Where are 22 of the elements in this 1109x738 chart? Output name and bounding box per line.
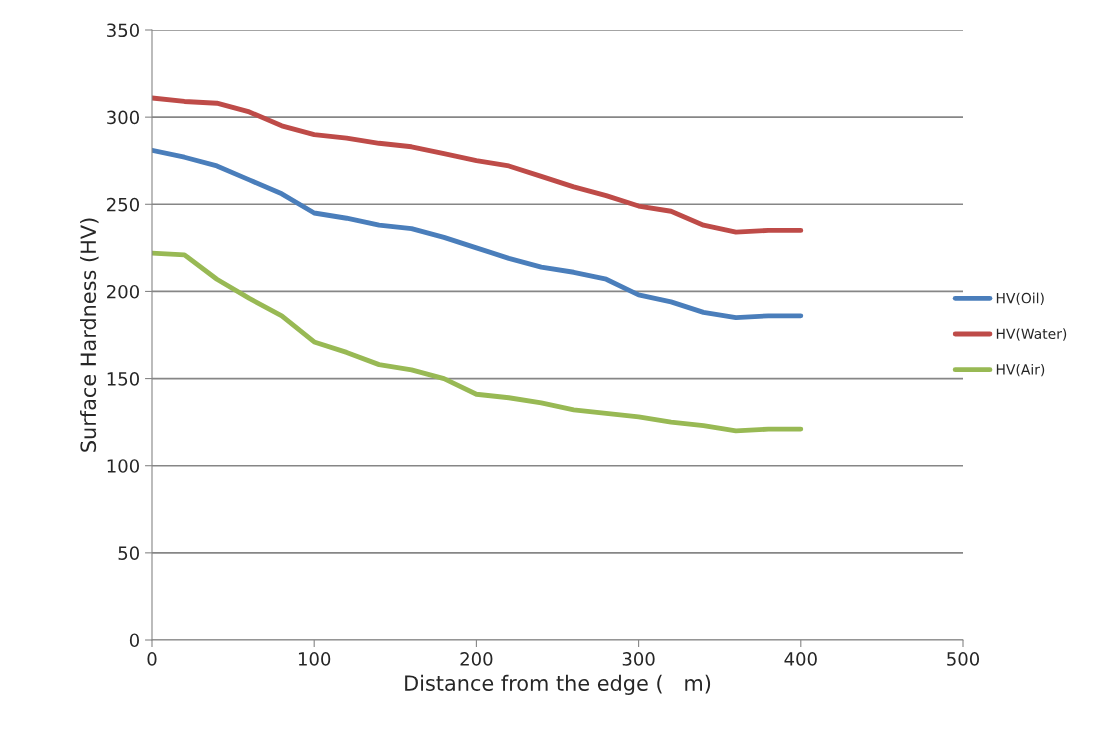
y-tick-label: 200 <box>107 284 139 299</box>
y-tick-label: 350 <box>107 23 139 38</box>
x-tick-label: 200 <box>460 652 493 666</box>
line-series <box>152 95 804 235</box>
y-axis-title: Surface Hardness (HV) <box>80 218 99 452</box>
y-tick-label: 100 <box>107 459 139 473</box>
x-tick-label: 0 <box>147 652 157 666</box>
x-tick-label: 500 <box>947 652 980 666</box>
x-tick-label: 400 <box>784 652 817 666</box>
legend-label: HV(Oil) <box>996 292 1044 305</box>
y-tick-label: 150 <box>107 372 139 386</box>
y-tick-label: 50 <box>118 546 139 560</box>
line-series <box>152 250 804 434</box>
y-tick-label: 300 <box>107 110 139 125</box>
legend-label: HV(Water) <box>996 328 1067 341</box>
x-tick-label: 100 <box>298 652 331 666</box>
line-series <box>152 147 804 320</box>
y-tick-label: 0 <box>129 633 139 648</box>
x-tick-label: 300 <box>622 652 655 666</box>
y-tick-label: 250 <box>107 197 139 212</box>
x-axis-title: Distance from the edge ( m) <box>405 674 711 695</box>
legend-label: HV(Air) <box>996 363 1045 377</box>
